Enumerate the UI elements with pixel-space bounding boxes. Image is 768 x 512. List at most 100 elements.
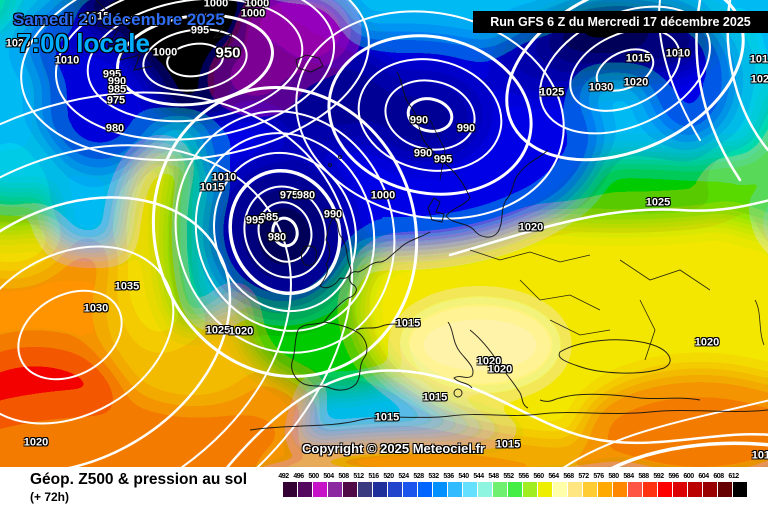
colorbar-cell (388, 482, 402, 497)
pressure-label: 995 (190, 24, 210, 37)
colorbar-cell (583, 482, 597, 497)
pressure-label: 990 (107, 75, 127, 88)
colorbar-cell (313, 482, 327, 497)
pressure-label: 1015 (84, 10, 110, 23)
colorbar-value: 540 (458, 473, 469, 480)
pressure-label: 995 (245, 214, 265, 227)
map-image: 1015 1000 1000 1000 1020 1010 1000 995 950 995 990… (0, 0, 768, 467)
colorbar-cell (478, 482, 492, 497)
pressure-label: 1015 (495, 438, 521, 451)
colorbar-cell (628, 482, 642, 497)
map-graphic (0, 0, 768, 467)
colorbar-value: 612 (728, 473, 739, 480)
colorbar-value: 492 (278, 473, 289, 480)
pressure-label: 1015 (749, 53, 768, 66)
colorbar-cell (463, 482, 477, 497)
colorbar-value: 508 (338, 473, 349, 480)
colorbar-value: 532 (428, 473, 439, 480)
colorbar-cell (523, 482, 537, 497)
colorbar-value: 576 (593, 473, 604, 480)
colorbar-cells (283, 482, 753, 497)
pressure-label: 1025 (205, 324, 231, 337)
pressure-label: 1020 (23, 436, 49, 449)
colorbar-value: 536 (443, 473, 454, 480)
colorbar-value: 568 (563, 473, 574, 480)
colorbar-value: 500 (308, 473, 319, 480)
pressure-label: 985 (107, 83, 127, 96)
pressure-label: 1030 (588, 81, 614, 94)
colorbar-value: 584 (623, 473, 634, 480)
copyright-text: Copyright © 2025 Meteociel.fr (302, 441, 485, 456)
colorbar-cell (418, 482, 432, 497)
colorbar-value: 516 (368, 473, 379, 480)
colorbar-cell (643, 482, 657, 497)
pressure-label: 1020 (623, 76, 649, 89)
pressure-label: 950 (215, 44, 241, 62)
colorbar-value: 556 (518, 473, 529, 480)
pressure-label: 990 (413, 147, 433, 160)
pressure-label: 1015 (199, 181, 225, 194)
legend-bar: Géop. Z500 & pression au sol (+ 72h) 492… (0, 467, 768, 512)
colorbar-cell (358, 482, 372, 497)
colorbar-value: 592 (653, 473, 664, 480)
pressure-label: 980 (267, 231, 287, 244)
colorbar-value: 548 (488, 473, 499, 480)
colorbar-value: 504 (323, 473, 334, 480)
colorbar-cell (568, 482, 582, 497)
colorbar-cell (448, 482, 462, 497)
colorbar-cell (658, 482, 672, 497)
pressure-label: 980 (296, 189, 316, 202)
map-lead-time: (+ 72h) (30, 490, 70, 504)
model-run-label: Run GFS 6 Z du Mercredi 17 décembre 2025 (473, 11, 768, 33)
colorbar-cell (553, 482, 567, 497)
colorbar-value: 512 (353, 473, 364, 480)
pressure-label: 1010 (54, 54, 80, 67)
colorbar-value: 572 (578, 473, 589, 480)
colorbar: 492 496 500 504 508 512 516 520 524 528 532 536 540 5… (278, 473, 753, 497)
colorbar-cell (673, 482, 687, 497)
colorbar-cell (328, 482, 342, 497)
colorbar-value: 564 (548, 473, 559, 480)
colorbar-value: 552 (503, 473, 514, 480)
forecast-date: Samedi 20 décembre 2025 (13, 10, 225, 29)
pressure-label: 1015 (751, 449, 768, 462)
colorbar-cell (718, 482, 732, 497)
colorbar-values: 492 496 500 504 508 512 516 520 524 528 532 536 540 5… (276, 473, 753, 480)
pressure-label: 1030 (83, 302, 109, 315)
pressure-label: 1000 (244, 0, 270, 10)
pressure-label: 1015 (625, 52, 651, 65)
colorbar-value: 560 (533, 473, 544, 480)
colorbar-cell (403, 482, 417, 497)
pressure-label: 995 (102, 68, 122, 81)
colorbar-cell (733, 482, 747, 497)
colorbar-value: 496 (293, 473, 304, 480)
colorbar-cell (613, 482, 627, 497)
colorbar-value: 600 (683, 473, 694, 480)
pressure-label: 995 (433, 153, 453, 166)
pressure-label: 980 (105, 122, 125, 135)
colorbar-value: 528 (413, 473, 424, 480)
forecast-time: 7:00 locale (17, 28, 150, 58)
pressure-label: 975 (106, 94, 126, 107)
colorbar-value: 608 (713, 473, 724, 480)
colorbar-cell (508, 482, 522, 497)
colorbar-cell (373, 482, 387, 497)
colorbar-cell (343, 482, 357, 497)
pressure-label: 1020 (694, 336, 720, 349)
map-title: Géop. Z500 & pression au sol (30, 471, 248, 488)
pressure-label: 1020 (487, 363, 513, 376)
colorbar-value: 580 (608, 473, 619, 480)
colorbar-value: 596 (668, 473, 679, 480)
pressure-label: 1025 (539, 86, 565, 99)
pressure-label: 985 (259, 211, 279, 224)
pressure-label: 975 (279, 189, 299, 202)
pressure-label: 1015 (395, 317, 421, 330)
colorbar-cell (538, 482, 552, 497)
pressure-label: 1015 (374, 411, 400, 424)
pressure-label: 1025 (645, 196, 671, 209)
pressure-label: 1020 (476, 355, 502, 368)
colorbar-cell (703, 482, 717, 497)
pressure-label: 1010 (665, 47, 691, 60)
pressure-label: 1020 (5, 37, 31, 50)
